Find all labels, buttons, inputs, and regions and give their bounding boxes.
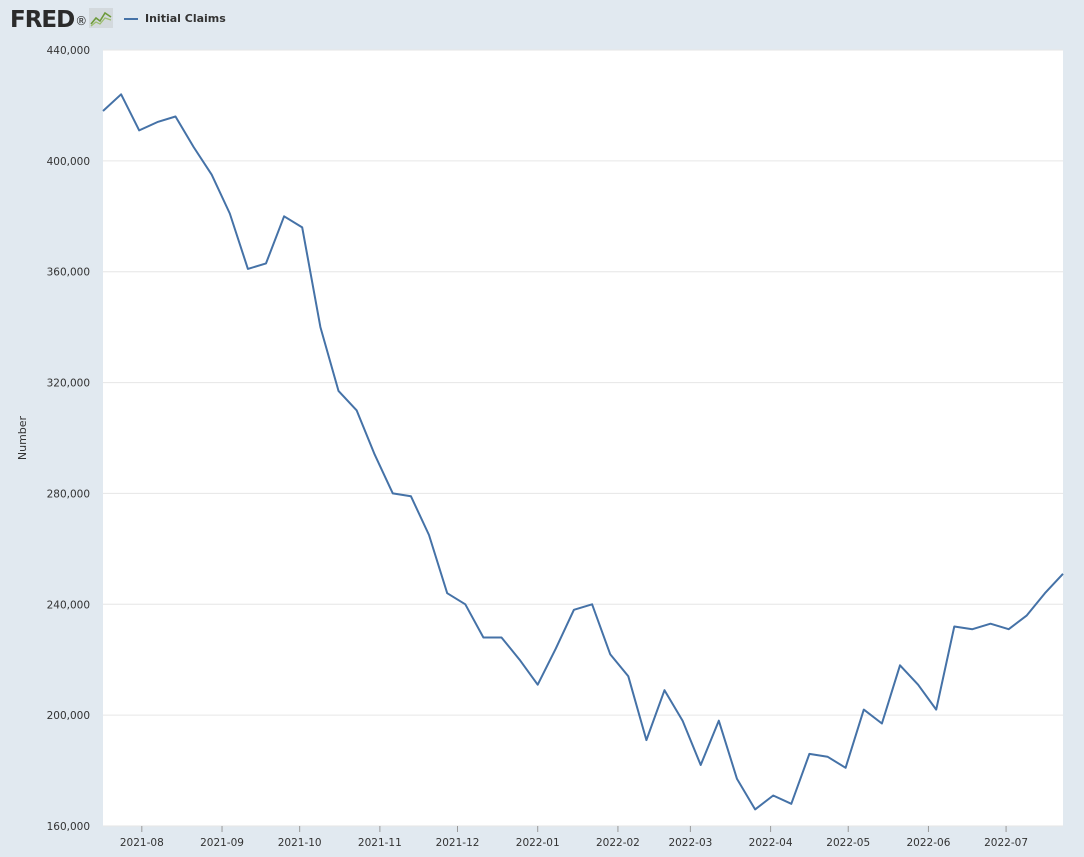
y-axis-labels: 160,000 200,000 240,000 280,000 320,000 360,0… [47,45,90,833]
y-axis-title: Number [16,415,29,460]
x-tick-label: 2022-07 [984,837,1028,849]
gridlines [103,49,1063,827]
y-tick-label: 360,000 [47,267,90,279]
x-tick-label: 2022-06 [907,837,951,849]
y-tick-label: 200,000 [47,710,90,722]
x-tick-label: 2022-04 [749,837,793,849]
x-tick-label: 2021-09 [200,837,244,849]
y-tick-label: 320,000 [47,378,90,390]
x-tick-label: 2021-11 [358,837,402,849]
x-axis-ticks [141,826,1007,832]
y-tick-label: 280,000 [47,488,90,500]
legend-swatch [124,17,138,20]
chart-legend[interactable]: Initial Claims [124,12,226,25]
plot-area [103,50,1063,826]
y-tick-label: 240,000 [47,599,90,611]
line-graph-icon [89,8,114,32]
y-tick-label: 440,000 [47,45,90,57]
y-tick-label: 400,000 [47,156,90,168]
registered-mark: ® [75,14,88,28]
x-tick-label: 2022-05 [826,837,870,849]
x-tick-label: 2021-08 [120,837,164,849]
series-layer [102,93,1064,811]
y-tick-label: 160,000 [47,821,90,833]
x-axis-labels: 2021-08 2021-09 2021-10 2021-11 2021-12 2022-… [120,837,1028,849]
legend-label: Initial Claims [145,12,226,25]
x-tick-label: 2022-01 [516,837,560,849]
x-tick-label: 2021-10 [278,837,322,849]
x-tick-label: 2021-12 [436,837,480,849]
series-line-initial-claims[interactable] [102,93,1064,811]
fred-logo[interactable]: FRED ® [10,6,114,34]
logo-text: FRED [10,7,75,33]
x-tick-label: 2022-02 [596,837,640,849]
chart-header: FRED ® Initial Claims [0,0,1084,40]
x-tick-label: 2022-03 [668,837,712,849]
